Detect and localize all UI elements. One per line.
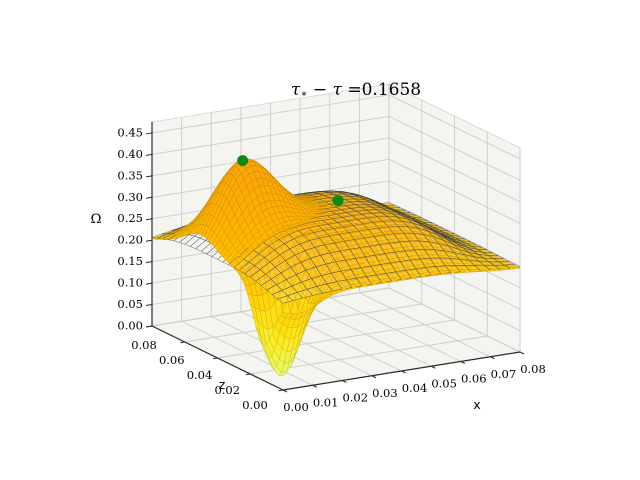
- title-subscript: ∗: [300, 88, 308, 101]
- title-minus: −: [307, 80, 333, 100]
- reference-max-marker: [332, 195, 344, 207]
- omega-tick-label: 0.45: [117, 125, 143, 139]
- title-tau-star: τ: [290, 80, 301, 100]
- x-tick-label: 0.00: [283, 400, 309, 414]
- omega-tick-label: 0.20: [117, 233, 143, 247]
- x-tick-label: 0.06: [461, 372, 487, 386]
- plot-title: τ∗ − τ =0.1658: [76, 80, 636, 100]
- extrema-markers: [237, 155, 344, 207]
- title-value: 0.1658: [361, 80, 422, 100]
- title-equals: =: [341, 80, 362, 100]
- axes-labels: 0.00 0.01 0.02 0.03 0.04 0.05 0.06 0.07 0.080.00…: [91, 125, 546, 414]
- x-tick-label: 0.07: [491, 367, 517, 381]
- z-tick-label: 0.00: [242, 398, 268, 412]
- z-tick-label: 0.08: [131, 338, 157, 352]
- x-axis-label: x: [473, 397, 480, 412]
- z-tick-label: 0.04: [187, 368, 213, 382]
- surfaces: [151, 158, 521, 376]
- z-tick-label: 0.06: [159, 353, 185, 367]
- omega-axis-label: Ω: [91, 212, 102, 227]
- omega-tick-label: 0.40: [117, 147, 143, 161]
- title-tau: τ: [332, 80, 342, 100]
- z-tick-label: 0.02: [214, 383, 240, 397]
- x-tick-label: 0.03: [372, 386, 398, 400]
- axes-ticks: [145, 132, 525, 393]
- x-tick-label: 0.02: [342, 391, 368, 405]
- omega-tick-label: 0.10: [117, 276, 143, 290]
- x-tick-label: 0.05: [431, 376, 457, 390]
- omega-tick-label: 0.30: [117, 190, 143, 204]
- omega-tick-label: 0.05: [117, 297, 143, 311]
- omega-tick-label: 0.00: [117, 319, 143, 333]
- omega-tick-label: 0.25: [117, 211, 143, 225]
- omega-tick-label: 0.35: [117, 168, 143, 182]
- x-tick-label: 0.08: [520, 362, 546, 376]
- z-axis-label: z: [219, 377, 226, 392]
- x-tick-label: 0.04: [402, 381, 428, 395]
- x-tick-label: 0.01: [313, 395, 339, 409]
- peak-marker: [237, 155, 249, 167]
- omega-tick-label: 0.15: [117, 254, 143, 268]
